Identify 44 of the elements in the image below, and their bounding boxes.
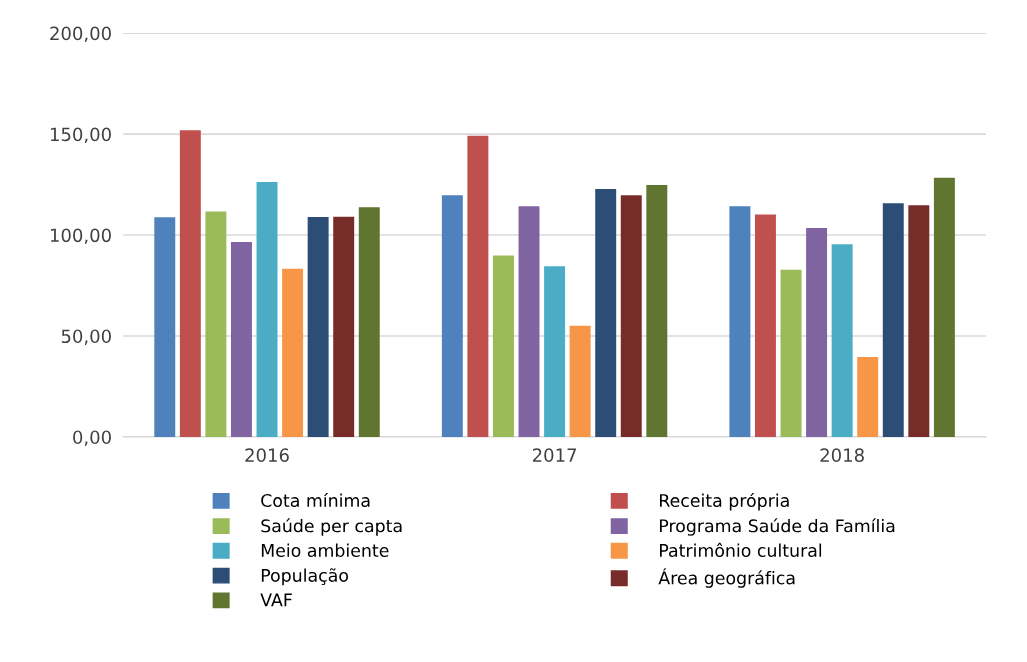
bar	[256, 181, 278, 437]
x-tick-label: 2016	[245, 448, 289, 463]
y-tick-label: 150,00	[50, 127, 111, 144]
bar	[154, 217, 176, 437]
bar	[729, 206, 751, 437]
bar	[569, 325, 591, 437]
x-tick-label: 2017	[532, 448, 577, 463]
bar	[544, 266, 566, 437]
legend-label: População	[261, 568, 349, 586]
y-tick-label: 0,00	[73, 430, 111, 446]
bar	[358, 207, 380, 437]
bar	[595, 188, 617, 437]
y-tick-label: 200,00	[50, 26, 111, 43]
bar	[908, 205, 930, 437]
bar	[857, 356, 879, 437]
y-tick-label: 100,00	[50, 228, 111, 244]
legend-label: Área geográfica	[658, 568, 795, 588]
bar	[518, 206, 540, 437]
bar	[179, 130, 201, 437]
legend-label: VAF	[260, 593, 292, 607]
bar	[754, 214, 776, 437]
bar	[467, 135, 489, 437]
bar	[780, 269, 802, 437]
legend-label: Programa Saúde da Família	[660, 518, 895, 536]
bar	[230, 242, 252, 437]
bar	[620, 195, 642, 437]
bar	[646, 184, 668, 437]
bar	[205, 211, 227, 437]
bar	[441, 195, 463, 437]
bar	[333, 216, 355, 437]
legend-label: Cota mínima	[261, 492, 370, 508]
legend-label: Patrimônio cultural	[660, 542, 822, 557]
x-tick-label: 2018	[820, 448, 864, 463]
bar	[831, 244, 853, 437]
bar	[492, 255, 514, 437]
bar	[933, 177, 955, 437]
bar	[282, 268, 304, 437]
y-tick-label: 50,00	[61, 329, 111, 345]
legend-label: Saúde per capta	[261, 518, 402, 536]
legend-label: Receita própria	[660, 492, 789, 511]
bar	[307, 217, 329, 437]
bar	[806, 227, 828, 437]
legend-label: Meio ambiente	[261, 543, 389, 557]
bar	[882, 203, 904, 437]
